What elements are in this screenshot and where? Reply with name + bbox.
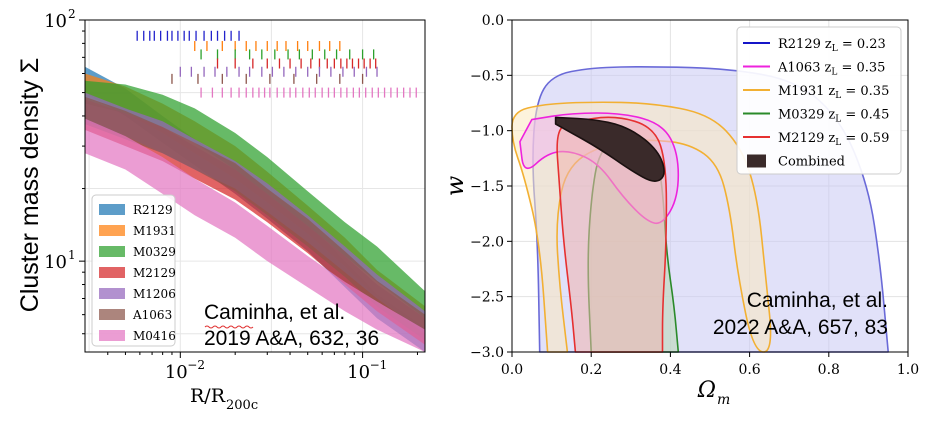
legend-swatch-a1063	[99, 309, 125, 320]
left-x-ticks: 10 −2 10 −1	[107, 352, 418, 383]
right-x-tick-label: 0.4	[659, 362, 681, 378]
band-m0416	[85, 118, 425, 352]
left-y-tick-exponent: 2	[68, 7, 76, 21]
legend-label-combined: Combined	[778, 155, 845, 170]
legend-z-value: = 0.35	[841, 84, 889, 99]
left-citation-line-2: 2019 A&A, 632, 36	[204, 327, 379, 350]
legend-label-m0329: M0329	[133, 245, 176, 259]
left-x-tick-exponent: −2	[187, 358, 205, 372]
left-x-tick-exponent: −1	[370, 358, 388, 372]
legend-label-a1063: A1063	[132, 308, 172, 322]
legend-swatch-m1206	[99, 288, 125, 299]
legend-label-m1206: M1206	[133, 287, 176, 301]
spellcheck-underline	[204, 325, 254, 329]
right-y-ticks: 0.0 −0.5 −1.0 −1.5 −2.0 −2.5 −3.0	[470, 13, 512, 361]
band-m0329	[85, 80, 425, 319]
legend-swatch-r2129	[99, 204, 125, 215]
right-x-axis-label: Ω	[697, 378, 716, 403]
right-y-axis-label: w	[441, 175, 469, 196]
legend-cluster-name: M0329	[778, 108, 824, 123]
right-x-tick-label: 0.8	[818, 362, 840, 378]
right-y-tick-label: −1.5	[470, 179, 504, 195]
left-y-axis-label: Cluster mass density Σ	[16, 58, 44, 312]
legend-cluster-name: Combined	[778, 155, 845, 170]
legend-z-subscript: L	[835, 91, 841, 101]
left-y-tick-exponent: 1	[68, 248, 76, 262]
legend-swatch-m2129	[99, 267, 125, 278]
right-y-tick-label: −3.0	[470, 345, 504, 361]
legend-z-symbol: z	[828, 84, 835, 99]
right-y-tick-label: −1.0	[470, 124, 504, 140]
left-x-axis-label-sub: 200c	[226, 398, 258, 413]
legend-z-symbol: z	[824, 61, 831, 76]
legend-z-subscript: L	[835, 115, 841, 125]
right-citation-line-2: 2022 A&A, 657, 83	[713, 316, 888, 339]
legend-swatch-m0329	[99, 246, 125, 257]
right-x-ticks: 0.0 0.2 0.4 0.6 0.8 1.0	[501, 352, 919, 378]
legend-label-m1931: M1931 zL = 0.35	[778, 84, 889, 101]
right-y-tick-label: −2.0	[470, 234, 504, 250]
left-profile-bands	[85, 66, 425, 352]
legend-patch-combined	[747, 154, 766, 168]
left-y-tick-label: 10	[44, 252, 67, 273]
legend-cluster-name: M2129	[778, 131, 824, 146]
legend-z-value: = 0.23	[838, 37, 886, 52]
right-x-tick-label: 0.0	[501, 362, 523, 378]
right-citation: Caminha, et al. 2022 A&A, 657, 83	[713, 289, 888, 339]
legend-label-m2129: M2129	[133, 266, 176, 280]
legend-label-r2129: R2129 zL = 0.23	[778, 37, 886, 54]
left-citation: Caminha, et al. 2019 A&A, 632, 36	[204, 301, 379, 350]
left-legend: R2129 M1931 M0329 M2129 M1206 A1063 M0416	[91, 194, 176, 347]
contour-combined	[554, 116, 665, 182]
legend-z-value: = 0.59	[841, 131, 889, 146]
left-y-tick-label: 10	[44, 11, 67, 32]
right-panel: 0.0 0.2 0.4 0.6 0.8 1.0 0.0 −0.5 −1.0 −1.5 −2.0 −2…	[441, 13, 919, 408]
legend-cluster-name: A1063	[777, 61, 820, 76]
left-citation-line-1: Caminha, et al.	[204, 301, 345, 324]
right-x-tick-label: 0.2	[580, 362, 602, 378]
legend-swatch-m0416	[99, 330, 125, 341]
right-legend-box	[736, 26, 902, 175]
right-x-tick-label: 0.6	[738, 362, 760, 378]
legend-z-symbol: z	[825, 37, 832, 52]
legend-cluster-name: M1931	[778, 84, 824, 99]
legend-swatch-m1931	[99, 225, 125, 236]
right-y-tick-label: −2.5	[470, 290, 504, 306]
left-x-tick-label: 10	[165, 362, 188, 383]
legend-z-symbol: z	[828, 108, 835, 123]
left-x-tick-label: 10	[347, 362, 370, 383]
band-m2129	[85, 99, 425, 345]
legend-z-value: = 0.45	[841, 108, 889, 123]
left-rug-marks	[136, 30, 417, 98]
right-x-tick-label: 1.0	[897, 362, 919, 378]
legend-label-m1931: M1931	[133, 224, 176, 238]
right-y-tick-label: 0.0	[482, 13, 504, 29]
right-citation-line-1: Caminha, et al.	[747, 289, 888, 312]
legend-label-a1063: A1063 zL = 0.35	[777, 61, 885, 78]
right-y-tick-label: −0.5	[470, 68, 504, 84]
legend-z-subscript: L	[832, 44, 838, 54]
legend-z-subscript: L	[831, 68, 837, 78]
legend-z-value: = 0.35	[837, 61, 885, 76]
legend-label-m2129: M2129 zL = 0.59	[778, 131, 889, 148]
legend-label-r2129: R2129	[133, 203, 173, 217]
legend-label-m0416: M0416	[133, 329, 176, 343]
left-axes-frame	[84, 19, 426, 353]
legend-label-m0329: M0329 zL = 0.45	[778, 108, 889, 125]
left-x-axis-label: R/R	[190, 385, 226, 407]
legend-z-symbol: z	[828, 131, 835, 146]
right-x-axis-label-sub: m	[717, 392, 730, 408]
legend-z-subscript: L	[835, 138, 841, 148]
legend-cluster-name: R2129	[778, 37, 821, 52]
